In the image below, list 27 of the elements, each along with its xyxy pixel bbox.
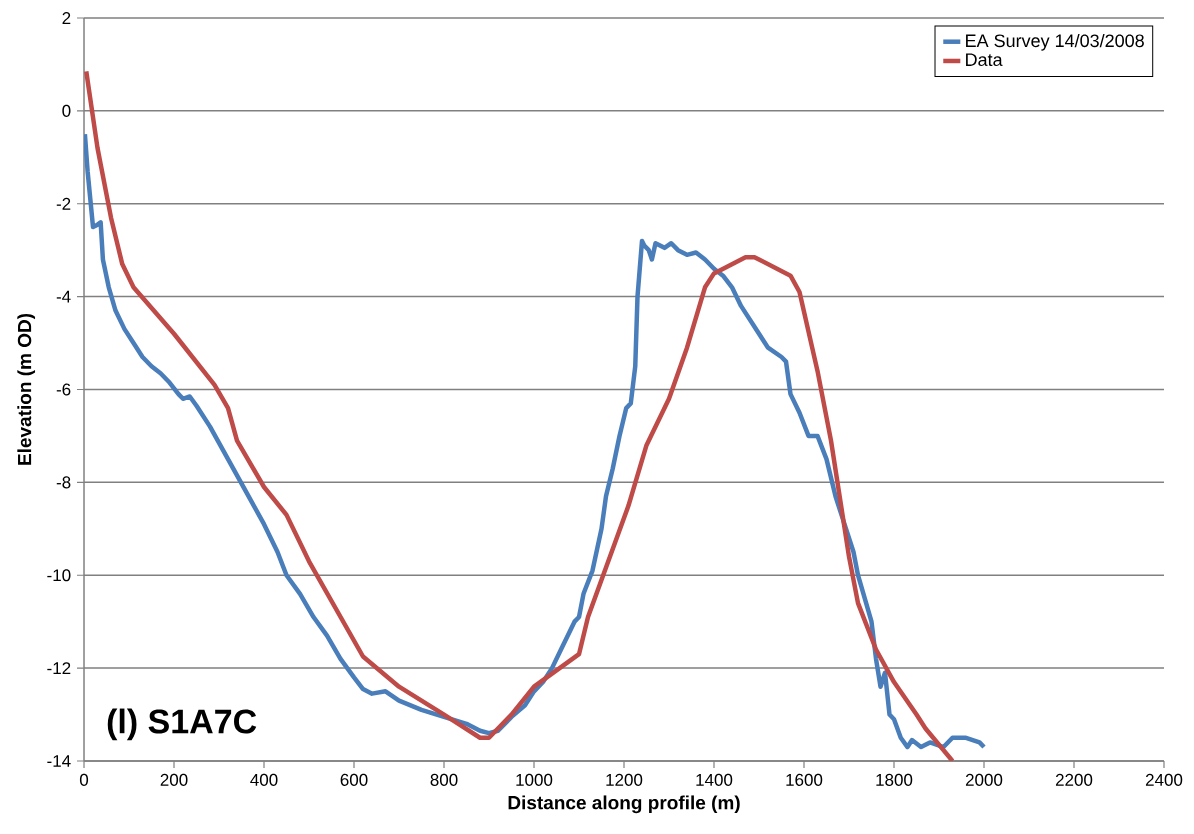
annotation: (l) S1A7C [107,708,257,741]
y-tick-label: -4 [56,290,71,303]
legend-label: EA Survey 14/03/2008 [966,33,1144,51]
x-tick-label: 2200 [1055,773,1093,786]
x-tick-label: 1600 [786,773,823,786]
x-tick-label: 600 [340,773,368,786]
x-tick-label: 2400 [1145,773,1183,786]
x-tick-label: 400 [250,773,278,786]
y-tick-label: 2 [62,12,71,24]
x-tick-label: 0 [79,773,89,786]
y-tick-label: -2 [56,197,71,210]
x-tick-label: 1400 [696,773,733,786]
x-tick-label: 800 [430,773,458,786]
y-tick-label: -12 [47,662,71,675]
x-axis-title: Distance along profile (m) [508,795,740,814]
y-tick-label: -14 [47,755,71,767]
y-tick-label: 0 [62,104,71,117]
y-tick-label: -8 [56,476,71,489]
legend-label: Data [966,53,1003,67]
x-tick-label: 2000 [965,773,1003,786]
y-axis-title: Elevation (m OD) [17,313,36,465]
y-tick-label: -10 [47,569,71,582]
x-tick-label: 200 [160,773,188,786]
x-tick-label: 1800 [876,773,913,786]
x-tick-label: 1000 [516,773,553,786]
x-tick-label: 1200 [606,773,643,786]
y-tick-label: -6 [56,383,71,396]
